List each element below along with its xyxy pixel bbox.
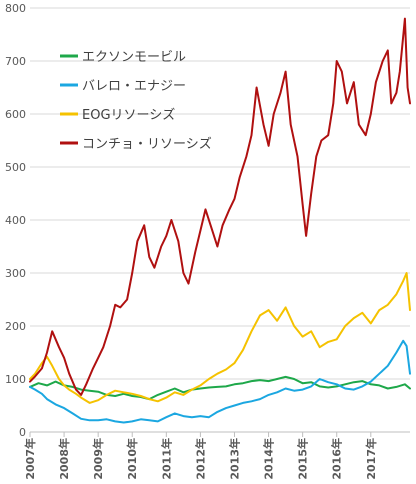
series-line-2 xyxy=(29,272,411,404)
x-tick-label: 2009年 xyxy=(91,438,105,480)
y-tick-label: 100 xyxy=(5,373,26,386)
series-line-0 xyxy=(29,375,411,401)
x-tick-label: 2011年 xyxy=(159,438,173,480)
y-tick-label: 300 xyxy=(5,267,26,280)
series-lines xyxy=(29,17,411,424)
series-line-3 xyxy=(29,17,411,396)
gridlines xyxy=(30,7,410,380)
x-tick-label: 2015年 xyxy=(296,438,310,480)
y-tick-label: 0 xyxy=(19,426,26,439)
x-tick-label: 2008年 xyxy=(57,438,71,480)
y-tick-label: 400 xyxy=(5,214,26,227)
y-axis: 0 100 200 300 400 500 600 700 800 xyxy=(5,2,26,439)
legend-label: EOGリソーシズ xyxy=(82,107,175,123)
x-axis: 2007年 2008年 2009年 2010年 2011年 2012年 2013年 2014年… xyxy=(23,431,410,480)
y-tick-label: 200 xyxy=(5,320,26,333)
x-tick-label: 2016年 xyxy=(330,438,344,480)
y-tick-label: 500 xyxy=(5,161,26,174)
legend-label: エクソンモービル xyxy=(82,50,186,65)
x-tick-label: 2010年 xyxy=(125,438,139,480)
x-tick-label: 2017年 xyxy=(364,438,378,480)
y-tick-label: 600 xyxy=(5,108,26,121)
y-tick-label: 800 xyxy=(5,2,26,15)
x-tick-label: 2007年 xyxy=(23,438,37,480)
y-tick-label: 700 xyxy=(5,55,26,68)
legend-label: バレロ・エナジー xyxy=(82,79,186,94)
x-tick-label: 2013年 xyxy=(227,438,241,480)
x-tick-label: 2014年 xyxy=(262,438,276,480)
x-tick-label: 2012年 xyxy=(193,438,207,480)
series-line-1 xyxy=(29,339,411,424)
legend-label: コンチョ・リソーシズ xyxy=(82,136,212,152)
